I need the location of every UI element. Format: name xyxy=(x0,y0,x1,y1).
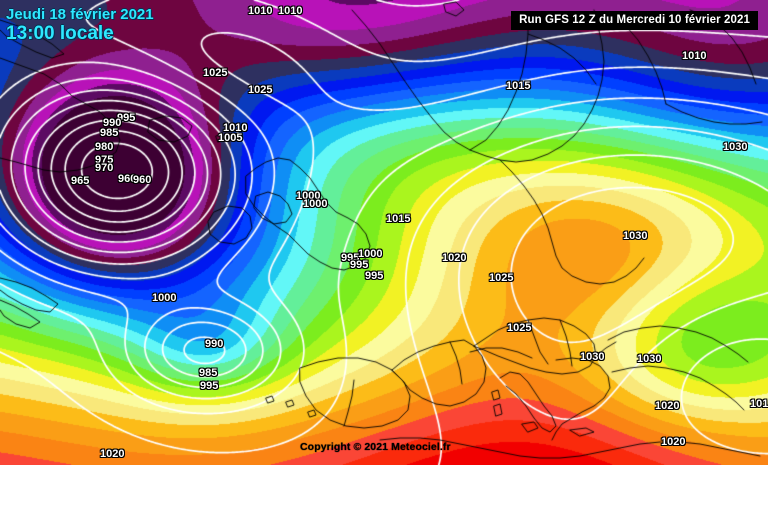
isobar-label: 1020 xyxy=(655,400,680,412)
isobar-label: 1020 xyxy=(661,436,686,448)
isobar-label: 965 xyxy=(71,175,90,187)
isobar-label: 1010 xyxy=(248,5,273,17)
isobar-label: 1010 xyxy=(682,50,707,62)
isobar-label: 975 xyxy=(95,154,114,166)
isobar-label: 985 xyxy=(199,367,218,379)
isobar-label: 1015 xyxy=(386,213,411,225)
isobar-label: 970 xyxy=(95,162,114,174)
isobar-label: 1000 xyxy=(358,248,383,260)
isobar-label: 1000 xyxy=(152,292,177,304)
isobar-label: 1025 xyxy=(203,67,228,79)
geopotential-pressure-map-canvas[interactable] xyxy=(0,0,768,465)
isobar-label: 1030 xyxy=(580,351,605,363)
isobar-label: 1000 xyxy=(303,198,328,210)
isobar-label: 985 xyxy=(100,127,119,139)
isobar-label: 960 xyxy=(133,174,152,186)
isobar-label: 1025 xyxy=(507,322,532,334)
isobar-label: 990 xyxy=(103,117,122,129)
isobar-label: 1000 xyxy=(296,190,321,202)
footer-bar: Géop. Z500 & pression au sol (+ 192h) 49… xyxy=(0,465,768,512)
isobar-label: 1020 xyxy=(100,448,125,460)
isobar-label: 1030 xyxy=(637,353,662,365)
isobar-label: 980 xyxy=(95,141,114,153)
weather-map[interactable]: 1010 1010 1025 1025 1010 1005 1015 1010 995 990 98… xyxy=(0,0,768,465)
isobar-label: 1025 xyxy=(248,84,273,96)
isobar-label: 1015 xyxy=(750,398,768,410)
isobar-label: 995 xyxy=(117,112,136,124)
isobar-label: 1010 xyxy=(278,5,303,17)
valid-time-box: Jeudi 18 février 2021 13:00 locale xyxy=(6,6,154,44)
model-run-label: Run GFS 12 Z du Mercredi 10 février 2021 xyxy=(511,11,758,30)
isobar-label: 1005 xyxy=(218,132,243,144)
valid-hour-text: 13:00 locale xyxy=(6,23,114,44)
isobar-label: 1020 xyxy=(442,252,467,264)
valid-date-text: Jeudi 18 février 2021 xyxy=(6,6,154,23)
isobar-label: 995 xyxy=(350,259,369,271)
isobar-label: 1010 xyxy=(223,122,248,134)
isobar-label: 995 xyxy=(341,252,360,264)
isobar-label: 990 xyxy=(205,338,224,350)
isobar-label: 960 xyxy=(118,173,137,185)
isobar-label: 995 xyxy=(200,380,219,392)
isobar-label: 1025 xyxy=(489,272,514,284)
isobar-label: 1030 xyxy=(723,141,748,153)
isobar-label: 995 xyxy=(365,270,384,282)
isobar-label: 1030 xyxy=(623,230,648,242)
copyright-text: Copyright © 2021 Meteociel.fr xyxy=(300,441,451,453)
isobar-label: 1015 xyxy=(506,80,531,92)
